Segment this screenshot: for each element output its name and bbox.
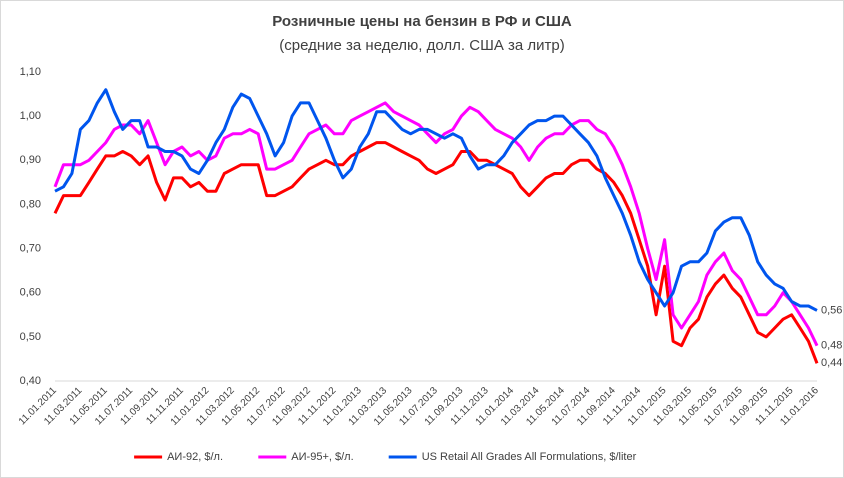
y-tick-label: 1,10: [20, 66, 41, 78]
series-line: [53, 101, 819, 347]
y-tick-label: 0,40: [20, 375, 41, 387]
end-label: 0,44: [821, 357, 842, 369]
chart-subtitle: (средние за неделю, долл. США за литр): [279, 37, 564, 54]
y-tick-label: 0,80: [20, 198, 41, 210]
end-label: 0,56: [821, 304, 842, 316]
series-line: [53, 141, 819, 364]
legend-label: АИ-92, $/л.: [167, 451, 223, 463]
y-tick-label: 0,90: [20, 154, 41, 166]
y-tick-label: 0,60: [20, 287, 41, 299]
y-tick-label: 1,00: [20, 110, 41, 122]
chart-title: Розничные цены на бензин в РФ и США: [272, 13, 572, 30]
y-tick-label: 0,70: [20, 242, 41, 254]
legend-label: АИ-95+, $/л.: [291, 451, 353, 463]
end-label: 0,48: [821, 340, 842, 352]
series-line: [54, 88, 818, 312]
legend-label: US Retail All Grades All Formulations, $…: [422, 451, 637, 463]
y-tick-label: 0,50: [20, 331, 41, 343]
